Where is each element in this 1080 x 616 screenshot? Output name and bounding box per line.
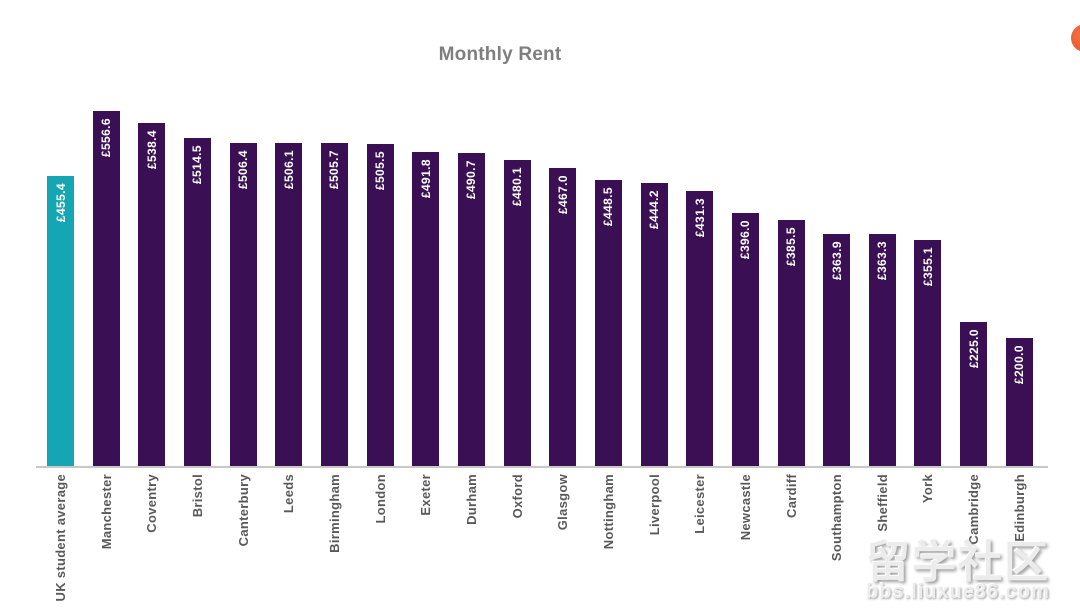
bar-nottingham: £448.5 (594, 180, 622, 466)
category-label: UK student average (53, 474, 68, 602)
bar-value-label: £506.1 (281, 150, 296, 190)
category-label: Liverpool (646, 474, 662, 536)
category-label: Edinburgh (1011, 474, 1027, 542)
category-slot-oxford: Oxford (504, 474, 531, 606)
bar-value-label: £385.5 (784, 227, 798, 267)
bar-value-label: £491.8 (418, 159, 433, 199)
x-axis-line (36, 466, 1048, 468)
orange-circle-decoration (1071, 24, 1080, 52)
category-slot-leeds: Leeds (275, 474, 302, 606)
bar-liverpool: £444.2 (640, 183, 668, 466)
bar-canterbury: £506.4 (229, 143, 257, 466)
category-label: Glasgow (555, 474, 571, 531)
category-label: Cambridge (966, 474, 982, 545)
bar-leeds: £506.1 (275, 143, 303, 466)
bar-value-label: £444.2 (647, 190, 662, 230)
bar-value-label: £467.0 (555, 175, 570, 215)
category-slot-glasgow: Glasgow (549, 474, 576, 606)
bar-value-label: £505.5 (373, 151, 388, 191)
category-slot-london: London (367, 474, 394, 606)
bar-leicester: £431.3 (686, 191, 714, 466)
category-slot-uk-student-average: UK student average (47, 474, 74, 606)
bar-glasgow: £467.0 (549, 168, 577, 466)
category-label: Leicester (692, 474, 708, 534)
category-slot-cardiff: Cardiff (778, 474, 805, 606)
category-label: York (920, 474, 936, 504)
bar-exeter: £491.8 (412, 152, 440, 466)
bar-value-label: £505.7 (327, 150, 342, 190)
category-slot-sheffield: Sheffield (869, 474, 896, 606)
category-slot-york: York (914, 474, 941, 606)
bar-york: £355.1 (914, 240, 942, 466)
category-label: Manchester (98, 474, 114, 550)
category-label: Exeter (418, 474, 434, 516)
bar-london: £505.5 (366, 144, 394, 466)
bar-newcastle: £396.0 (731, 213, 759, 466)
category-label: Cardiff (783, 474, 799, 518)
bar-uk-student-average: £455.4 (47, 176, 74, 466)
bar-southampton: £363.9 (823, 234, 851, 466)
bar-value-label: £490.7 (464, 160, 479, 200)
bar-value-label: £396.0 (738, 220, 753, 260)
bar-bristol: £514.5 (183, 138, 211, 466)
bar-oxford: £480.1 (503, 160, 531, 466)
category-slot-birmingham: Birmingham (321, 474, 348, 606)
bar-durham: £490.7 (457, 153, 485, 466)
category-slot-cambridge: Cambridge (960, 474, 987, 606)
chart-title: Monthly Rent (438, 44, 562, 65)
category-label: Birmingham (326, 474, 342, 553)
category-label: Southampton (829, 474, 845, 562)
bar-value-label: £506.4 (236, 150, 251, 190)
bar-value-label: £448.5 (601, 187, 616, 227)
x-axis-category-labels: UK student average Manchester Coventry Bris… (47, 474, 1033, 606)
bar-value-label: £355.1 (920, 247, 935, 287)
category-label: Bristol (189, 474, 205, 518)
bar-chart-plot-area: £455.4 £556.6 £538.4 £514.5 £506.4 £506.1 £505… (47, 0, 1033, 466)
category-slot-canterbury: Canterbury (230, 474, 257, 606)
bar-birmingham: £505.7 (320, 143, 348, 466)
bar-cardiff: £385.5 (777, 220, 805, 466)
bar-coventry: £538.4 (138, 123, 166, 466)
bar-value-label: £200.0 (1012, 345, 1027, 385)
category-label: Newcastle (737, 474, 753, 541)
category-label: Canterbury (235, 474, 251, 547)
category-slot-nottingham: Nottingham (595, 474, 622, 606)
bar-value-label: £363.3 (875, 241, 890, 281)
category-slot-durham: Durham (458, 474, 485, 606)
category-label: Coventry (144, 474, 160, 533)
category-slot-southampton: Southampton (823, 474, 850, 606)
bar-value-label: £480.1 (510, 167, 525, 207)
bar-sheffield: £363.3 (868, 234, 896, 466)
category-label: London (372, 474, 388, 524)
category-slot-leicester: Leicester (686, 474, 713, 606)
category-label: Leeds (281, 474, 297, 514)
bar-value-label: £538.4 (144, 130, 159, 170)
category-label: Sheffield (874, 474, 890, 532)
bar-value-label: £225.0 (966, 329, 981, 369)
category-slot-newcastle: Newcastle (732, 474, 759, 606)
category-slot-edinburgh: Edinburgh (1006, 474, 1033, 606)
bar-cambridge: £225.0 (960, 322, 988, 466)
bar-value-label: £431.3 (692, 198, 707, 238)
category-slot-coventry: Coventry (138, 474, 165, 606)
bar-value-label: £514.5 (190, 145, 205, 185)
category-label: Durham (463, 474, 479, 525)
bar-edinburgh: £200.0 (1005, 338, 1033, 466)
category-label: Oxford (509, 474, 525, 519)
category-slot-liverpool: Liverpool (641, 474, 668, 606)
bar-value-label: £556.6 (99, 118, 114, 158)
category-slot-bristol: Bristol (184, 474, 211, 606)
bar-value-label: £455.4 (53, 183, 68, 223)
category-slot-manchester: Manchester (93, 474, 120, 606)
bar-manchester: £556.6 (92, 111, 120, 466)
category-slot-exeter: Exeter (412, 474, 439, 606)
bar-value-label: £363.9 (829, 241, 844, 281)
category-label: Nottingham (600, 474, 616, 550)
